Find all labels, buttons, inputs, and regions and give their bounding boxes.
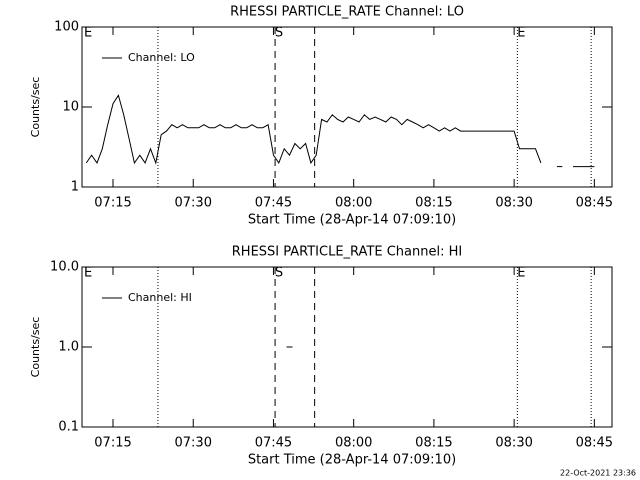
y-axis-label: Counts/sec xyxy=(29,77,42,138)
y-tick-label: 0.1 xyxy=(58,420,79,435)
y-axis-label: Counts/sec xyxy=(29,317,42,378)
marker-label: E xyxy=(84,26,92,41)
y-tick-label: 10 xyxy=(62,100,79,115)
x-tick-label: 07:15 xyxy=(94,196,131,211)
marker-label: S xyxy=(275,266,283,281)
footer: 22-Oct-2021 23:36 xyxy=(560,469,636,478)
x-tick-label: 08:15 xyxy=(415,436,452,451)
x-tick-label: 08:45 xyxy=(576,436,613,451)
x-tick-label: 07:45 xyxy=(255,196,292,211)
x-tick-label: 07:45 xyxy=(255,436,292,451)
legend-label: Channel: LO xyxy=(128,51,195,64)
marker-label: S xyxy=(275,26,283,41)
chart-title: RHESSI PARTICLE_RATE Channel: LO xyxy=(230,5,464,20)
x-axis-label: Start Time (28-Apr-14 07:09:10) xyxy=(248,213,456,228)
x-tick-label: 08:30 xyxy=(495,436,532,451)
x-tick-label: 07:30 xyxy=(175,196,212,211)
y-tick-label: 10.0 xyxy=(50,260,79,275)
y-tick-label: 100 xyxy=(54,20,79,35)
x-tick-label: 08:00 xyxy=(335,436,372,451)
y-tick-label: 1.0 xyxy=(58,340,79,355)
y-tick-label: 1 xyxy=(71,180,79,195)
data-line xyxy=(85,94,542,165)
x-tick-label: 08:00 xyxy=(335,196,372,211)
marker-label: E xyxy=(517,266,525,281)
x-tick-label: 07:15 xyxy=(94,436,131,451)
x-tick-label: 07:30 xyxy=(175,436,212,451)
x-axis-label: Start Time (28-Apr-14 07:09:10) xyxy=(248,453,456,468)
marker-label: E xyxy=(517,26,525,41)
x-tick-label: 08:15 xyxy=(415,196,452,211)
x-tick-label: 08:30 xyxy=(495,196,532,211)
x-tick-label: 08:45 xyxy=(576,196,613,211)
legend-label: Channel: HI xyxy=(128,291,192,304)
chart-title: RHESSI PARTICLE_RATE Channel: HI xyxy=(232,245,462,260)
marker-label: E xyxy=(84,266,92,281)
